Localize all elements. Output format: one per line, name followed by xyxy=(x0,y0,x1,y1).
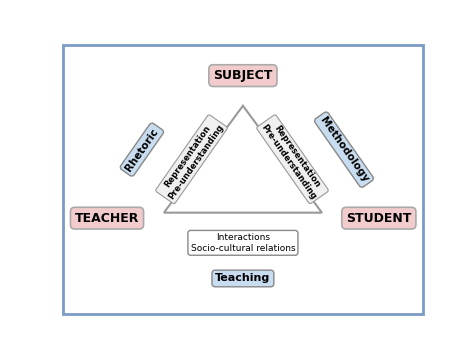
Text: SUBJECT: SUBJECT xyxy=(213,69,273,82)
Text: Methodology: Methodology xyxy=(318,115,370,184)
Text: Rhetoric: Rhetoric xyxy=(124,126,160,173)
Text: Representation
Pre-understanding: Representation Pre-understanding xyxy=(158,117,225,201)
Text: STUDENT: STUDENT xyxy=(346,212,411,225)
Text: Interactions
Socio-cultural relations: Interactions Socio-cultural relations xyxy=(191,233,295,252)
FancyBboxPatch shape xyxy=(63,46,423,314)
Text: TEACHER: TEACHER xyxy=(75,212,139,225)
Text: Representation
Pre-understanding: Representation Pre-understanding xyxy=(259,117,326,201)
Text: Teaching: Teaching xyxy=(215,273,271,283)
